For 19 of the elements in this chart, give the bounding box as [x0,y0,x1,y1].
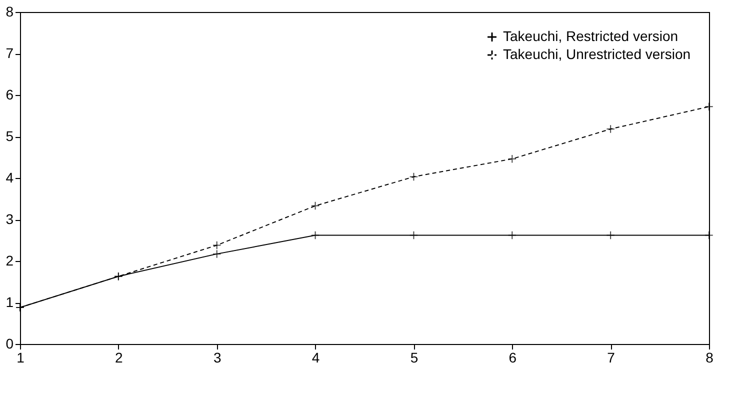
x-tick-label: 4 [312,350,320,366]
x-tick-label: 2 [115,350,124,366]
x-tick-label: 5 [410,350,418,366]
y-tick-label: 4 [6,170,14,186]
legend-label: Takeuchi, Unrestricted version [503,46,691,62]
y-tick-label: 6 [6,86,14,102]
x-tick-label: 3 [213,350,222,366]
y-tick-label: 7 [6,45,14,61]
x-tick-label: 6 [508,350,517,366]
y-tick-label: 2 [6,252,14,268]
y-tick-label: 5 [6,128,14,144]
legend-label: Takeuchi, Restricted version [503,28,678,44]
y-tick-label: 3 [6,211,14,227]
x-tick-label: 1 [16,350,25,366]
y-tick-label: 1 [6,294,14,310]
x-tick-label: 8 [706,350,714,366]
y-tick-label: 0 [6,336,14,352]
x-tick-label: 7 [607,350,616,366]
y-tick-label: 8 [6,4,14,20]
